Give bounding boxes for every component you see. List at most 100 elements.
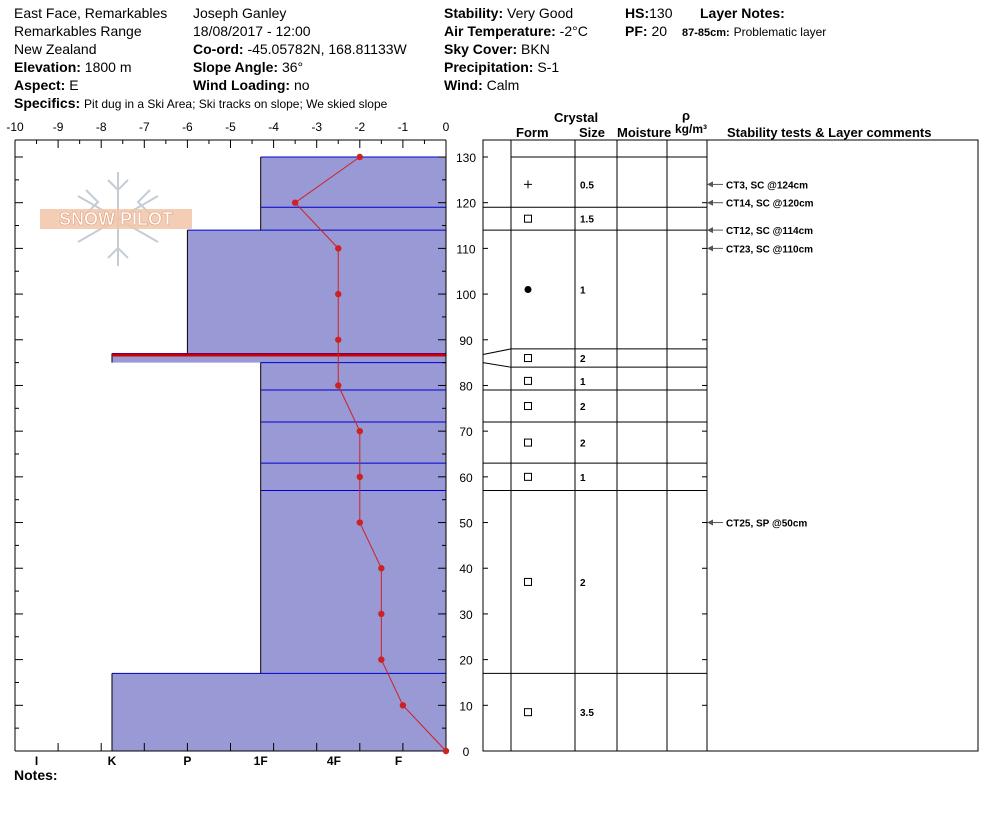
elevation-label: Elevation: — [14, 59, 81, 75]
elevation-row: Elevation: 1800 m — [14, 58, 132, 76]
table-layer-connector — [482, 348, 512, 355]
height-tick-label: 30 — [459, 608, 473, 622]
arrow-icon — [707, 199, 713, 206]
precip-value: S-1 — [537, 59, 560, 75]
density-unit-header: kg/m³ — [675, 122, 708, 136]
problem-layer-marker — [111, 353, 446, 357]
crystal-square-icon — [524, 472, 532, 481]
hardness-label: P — [183, 754, 191, 768]
crystal-square-icon — [524, 577, 532, 586]
pf-row: PF: 20 — [625, 22, 667, 40]
crystal-size: 1 — [580, 377, 586, 388]
height-tick-label: 10 — [459, 699, 473, 713]
stability-value: Very Good — [507, 5, 574, 21]
wind-loading-value: no — [293, 77, 310, 93]
temperature-point — [378, 565, 385, 572]
temp-tick-label: -3 — [311, 120, 322, 134]
layer-bar — [260, 490, 446, 674]
hs-label: HS: — [625, 5, 650, 21]
air-temp-value: -2°C — [559, 23, 588, 39]
pf-value: 20 — [651, 23, 668, 39]
height-tick-label: 80 — [459, 379, 473, 393]
height-tick-label: 90 — [459, 334, 473, 348]
stability-test-label: CT3, SC @124cm — [726, 180, 808, 191]
layer-bar — [111, 353, 446, 363]
stability-label: Stability: — [444, 5, 504, 21]
temperature-point — [335, 336, 342, 343]
temperature-point — [356, 519, 363, 526]
crystal-square-icon — [524, 708, 532, 717]
air-temp-label: Air Temperature: — [444, 23, 556, 39]
height-tick-label: 130 — [456, 151, 476, 165]
height-tick-label: 120 — [456, 197, 476, 211]
temp-tick-label: -8 — [96, 120, 107, 134]
hardness-label: F — [395, 754, 402, 768]
specifics-label: Specifics: — [14, 95, 81, 111]
stability-test-label: CT23, SC @110cm — [726, 244, 813, 255]
temperature-point — [356, 473, 363, 481]
air-temp-row: Air Temperature: -2°C — [444, 22, 588, 40]
aspect-label: Aspect: — [14, 77, 66, 93]
wind-loading-row: Wind Loading: no — [193, 76, 310, 94]
layer-bar — [187, 230, 446, 354]
temp-tick-label: -4 — [268, 120, 279, 134]
sky-row: Sky Cover: BKN — [444, 40, 550, 58]
table-border — [482, 139, 979, 752]
temperature-point — [356, 427, 363, 435]
wind-row: Wind: Calm — [444, 76, 519, 94]
temperature-point — [356, 153, 363, 161]
hardness-label: 4F — [327, 754, 341, 768]
wind-loading-label: Wind Loading: — [193, 77, 291, 93]
wind-value: Calm — [486, 77, 520, 93]
layer-note-text: Problematic layer — [733, 25, 827, 39]
coord-value: -45.05782N, 168.81133W — [247, 41, 407, 57]
layer-notes-label: Layer Notes: — [700, 5, 785, 21]
form-header: Form — [516, 125, 549, 140]
elevation-value: 1800 m — [84, 59, 132, 75]
temp-tick-label: -6 — [182, 120, 193, 134]
stability-test-label: CT14, SC @120cm — [726, 199, 814, 210]
layer-bar — [111, 673, 446, 751]
size-header: Size — [579, 125, 606, 140]
temperature-point — [335, 382, 342, 389]
crystal-size: 1 — [580, 473, 586, 484]
arrow-icon — [707, 245, 713, 252]
hs-value: 130 — [649, 5, 673, 21]
height-tick-label: 70 — [459, 425, 473, 439]
temperature-point — [335, 245, 342, 252]
sky-value: BKN — [521, 41, 550, 57]
temperature-point — [335, 290, 342, 298]
crystal-header: Crystal — [554, 110, 599, 125]
temp-tick-label: 0 — [443, 120, 450, 134]
aspect-row: Aspect: E — [14, 76, 79, 94]
rho-header: ρ — [682, 108, 691, 123]
temperature-line — [294, 156, 447, 752]
crystal-size: 2 — [580, 439, 586, 450]
crystal-square-icon — [524, 438, 532, 447]
crystal-size: 1 — [580, 286, 586, 297]
axes-group: -10 -9 -8 -7 -6 -5 -4 -3 -2 -1 0010203040506070809… — [6, 120, 476, 768]
height-tick-label: 100 — [456, 288, 476, 302]
height-tick-label: 40 — [459, 562, 473, 576]
stability-row: Stability: Very Good — [444, 4, 573, 22]
coord-row: Co-ord: -45.05782N, 168.81133W — [193, 40, 407, 58]
stability-comments-header: Stability tests & Layer comments — [727, 125, 932, 140]
height-tick-label: 110 — [456, 242, 475, 256]
temp-tick-label: -2 — [354, 120, 365, 134]
hs-row: HS:130 — [625, 4, 672, 22]
coord-label: Co-ord: — [193, 41, 244, 57]
temp-tick-label: -1 — [398, 120, 409, 134]
temp-tick-label: -7 — [139, 120, 150, 134]
precip-row: Precipitation: S-1 — [444, 58, 559, 76]
crystal-size: 2 — [580, 354, 586, 365]
stability-test-label: CT25, SP @50cm — [726, 519, 807, 530]
crystal-square-icon — [524, 214, 532, 223]
temperature-point — [378, 656, 385, 663]
layer-note-depth: 87-85cm: — [682, 27, 730, 39]
crystal-size: 2 — [580, 578, 586, 589]
slope-row: Slope Angle: 36° — [193, 58, 303, 76]
temp-tick-label: -5 — [225, 120, 236, 134]
logo-text: SNOW PILOT — [59, 209, 173, 229]
temperature-point — [291, 199, 299, 206]
height-tick-label: 50 — [459, 517, 473, 531]
